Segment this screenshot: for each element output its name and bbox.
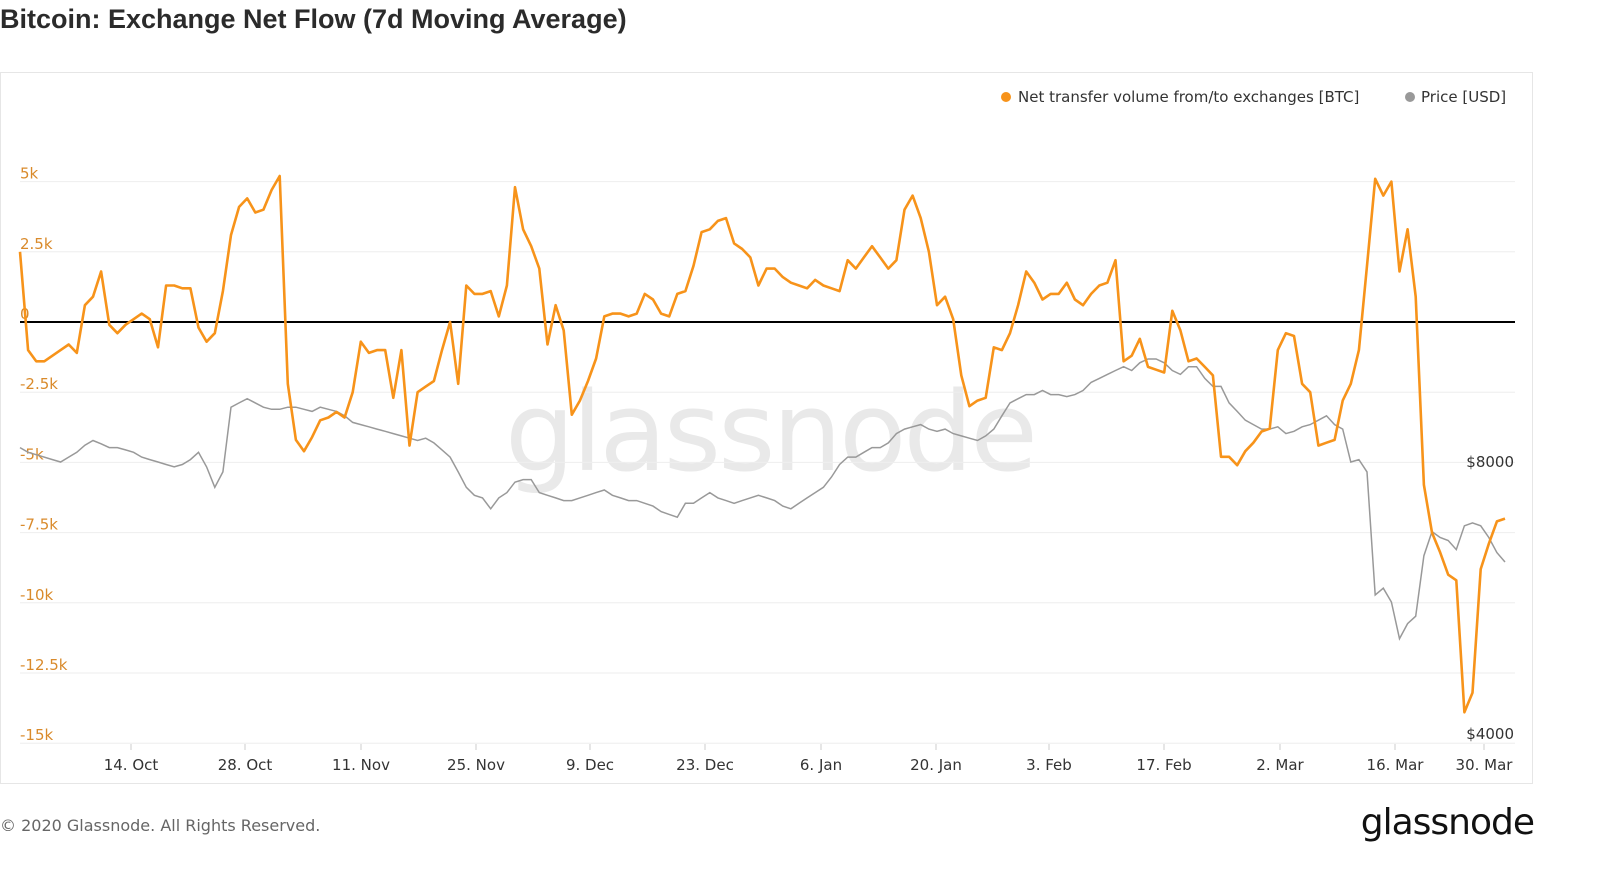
y-tick-label: 5k	[20, 165, 39, 183]
y-right-tick-label: $8000	[1466, 453, 1514, 471]
x-tick-label: 3. Feb	[1026, 756, 1072, 774]
x-tick-label: 17. Feb	[1136, 756, 1191, 774]
glassnode-logo[interactable]: glassnode	[1360, 802, 1535, 843]
x-tick-label: 25. Nov	[447, 756, 505, 774]
netflow-series-line[interactable]	[18, 174, 1506, 714]
x-tick-label: 20. Jan	[910, 756, 962, 774]
price-series-line[interactable]	[19, 358, 1506, 641]
x-axis: 14. Oct 28. Oct 11. Nov 25. Nov 9. Dec 23. De…	[104, 744, 1514, 774]
y-tick-label: -15k	[20, 726, 53, 744]
y-tick-label: -2.5k	[20, 375, 58, 393]
chart-title: Bitcoin: Exchange Net Flow (7d Moving Av…	[0, 4, 627, 34]
y-tick-label: -10k	[20, 586, 53, 604]
legend-netflow-label[interactable]: Net transfer volume from/to exchanges [B…	[1018, 88, 1359, 106]
x-tick-label: 9. Dec	[566, 756, 614, 774]
x-tick-label: 11. Nov	[332, 756, 390, 774]
x-tick-label: 2. Mar	[1256, 756, 1304, 774]
x-tick-label: 30. Mar	[1456, 756, 1514, 774]
y-tick-label: -7.5k	[20, 516, 58, 534]
legend[interactable]: Net transfer volume from/to exchanges [B…	[1001, 88, 1506, 106]
x-tick-label: 28. Oct	[218, 756, 273, 774]
chart-frame	[0, 72, 1533, 784]
y-tick-label: -12.5k	[20, 656, 68, 674]
y-axis-right: $8000 $4000	[1466, 453, 1514, 743]
grid-layer	[20, 181, 1515, 744]
legend-netflow-marker	[1001, 92, 1011, 102]
legend-price-marker	[1405, 92, 1415, 102]
y-right-tick-label: $4000	[1466, 725, 1514, 743]
y-axis-left: 5k2.5k0-2.5k-5k-7.5k-10k-12.5k-15k	[20, 165, 68, 745]
copyright-text: © 2020 Glassnode. All Rights Reserved.	[0, 816, 321, 835]
y-tick-label: 2.5k	[20, 235, 53, 253]
y-tick-label: -5k	[20, 445, 44, 463]
x-tick-label: 16. Mar	[1367, 756, 1425, 774]
x-tick-label: 14. Oct	[104, 756, 159, 774]
legend-price-label[interactable]: Price [USD]	[1421, 88, 1506, 106]
x-tick-label: 23. Dec	[676, 756, 734, 774]
x-tick-label: 6. Jan	[800, 756, 842, 774]
